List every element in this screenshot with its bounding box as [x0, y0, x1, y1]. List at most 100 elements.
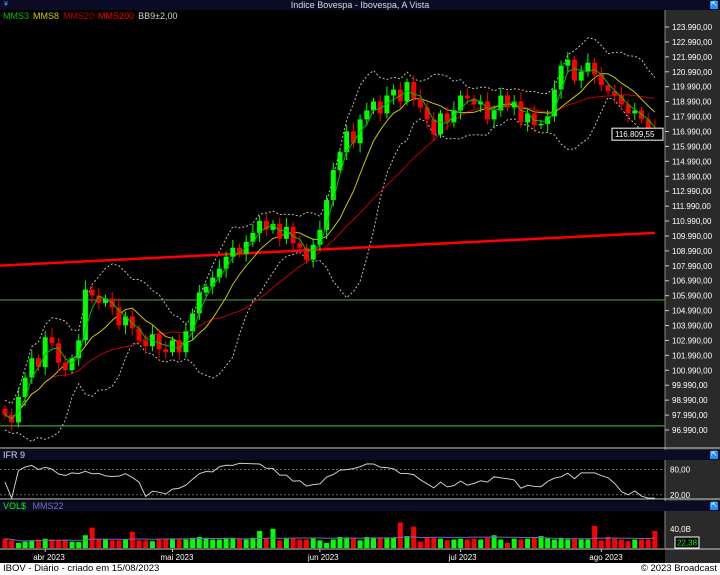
volume-bar	[143, 540, 149, 548]
legend-mms8[interactable]: MMS8	[33, 11, 60, 21]
candle	[2, 405, 8, 419]
volume-bar	[572, 538, 577, 548]
candle-body	[216, 268, 222, 278]
candle	[310, 238, 316, 268]
candle	[15, 387, 21, 428]
volume-bar	[196, 536, 202, 548]
volume-bar	[317, 540, 323, 548]
ifr-title[interactable]: IFR 9	[3, 450, 26, 460]
candle	[531, 105, 537, 132]
candle-body	[297, 243, 303, 248]
candle	[337, 148, 343, 174]
mms8-line	[4, 73, 656, 420]
volume-bar	[82, 535, 88, 548]
legend-mms3[interactable]: MMS3	[3, 11, 30, 21]
legend-mms200[interactable]: MMS200	[98, 11, 135, 21]
candle	[277, 217, 283, 247]
candle-body	[538, 123, 544, 126]
candle	[49, 328, 55, 349]
candle	[585, 53, 591, 77]
volume-ma-badge	[674, 536, 700, 549]
legend-mms20[interactable]: MMS20	[63, 11, 95, 21]
volume-bar	[391, 537, 397, 548]
expand-icon[interactable]: ⇱	[710, 1, 718, 9]
candle-body	[89, 289, 95, 296]
volume-ma-label[interactable]: MMS22	[32, 501, 64, 511]
volume-bar	[491, 535, 497, 548]
legend-bollinger[interactable]: BB9±2,00	[138, 11, 178, 21]
candle-body	[491, 110, 497, 120]
candle	[203, 282, 209, 297]
candle-body	[451, 110, 457, 123]
volume-bar	[444, 540, 450, 548]
expand-icon[interactable]: ⇱	[710, 502, 718, 510]
volume-bar	[625, 541, 631, 548]
candle	[558, 60, 564, 99]
y-tick-label: 101.990,00	[672, 351, 713, 360]
candle-body	[324, 199, 330, 230]
x-tick-label: jun 2023	[307, 553, 339, 562]
candle	[96, 287, 102, 310]
volume-bar	[645, 539, 651, 548]
volume-bar	[304, 539, 309, 548]
y-tick-label: 96.990,00	[672, 426, 708, 435]
volume-bar	[324, 542, 330, 548]
candle-body	[330, 170, 336, 200]
candle-body	[531, 113, 537, 126]
volume-bar	[605, 536, 611, 548]
candle-body	[605, 85, 611, 92]
volume-bar	[518, 539, 524, 548]
mms3-line	[4, 68, 656, 420]
last-price-badge	[611, 127, 664, 141]
candle-body	[625, 104, 631, 114]
candle	[505, 91, 510, 112]
candle-body	[572, 59, 577, 81]
candle-body	[391, 89, 397, 96]
candle	[149, 325, 155, 352]
y-tick-label: 100.990,00	[672, 366, 713, 375]
y-tick-label: 112.990,00	[672, 187, 712, 196]
volume-bar	[397, 522, 403, 548]
volume-bar	[203, 537, 209, 548]
volume-bar	[136, 540, 142, 548]
candle	[123, 311, 129, 335]
candle	[190, 308, 196, 341]
candle-body	[377, 101, 383, 114]
candle	[176, 333, 182, 360]
candle-body	[136, 328, 142, 341]
y-tick-label: 99.990,00	[672, 381, 708, 390]
candle-body	[230, 247, 236, 257]
candle	[578, 65, 584, 89]
candle-body	[424, 107, 430, 120]
expand-icon[interactable]: ⇱	[710, 451, 718, 459]
candle-body	[103, 298, 108, 303]
candle-body	[471, 98, 477, 105]
candle	[538, 120, 544, 130]
candle-body	[558, 65, 564, 90]
volume-bar	[538, 536, 544, 548]
volume-bar	[149, 541, 155, 548]
volume-bar	[471, 538, 477, 548]
volume-bar	[377, 537, 383, 548]
mms20-line	[4, 94, 655, 420]
volume-bar	[190, 537, 196, 548]
candle	[143, 333, 149, 355]
volume-bar	[384, 537, 390, 548]
candle-body	[62, 362, 68, 371]
indicator-legend: MMS3 MMS8 MMS20 MMS200 BB9±2,00	[3, 11, 182, 21]
volume-bar	[210, 539, 216, 548]
candle-body	[484, 101, 490, 120]
candle	[129, 308, 135, 335]
candle-body	[156, 334, 162, 350]
candle-body	[632, 110, 638, 114]
candle	[156, 329, 162, 359]
candle	[270, 220, 276, 234]
volume-bar	[69, 541, 75, 548]
volume-bar	[371, 537, 376, 548]
volume-title[interactable]: VOL$	[3, 501, 27, 511]
volume-bar	[438, 538, 443, 548]
candle-body	[478, 101, 484, 105]
candle	[464, 87, 470, 105]
